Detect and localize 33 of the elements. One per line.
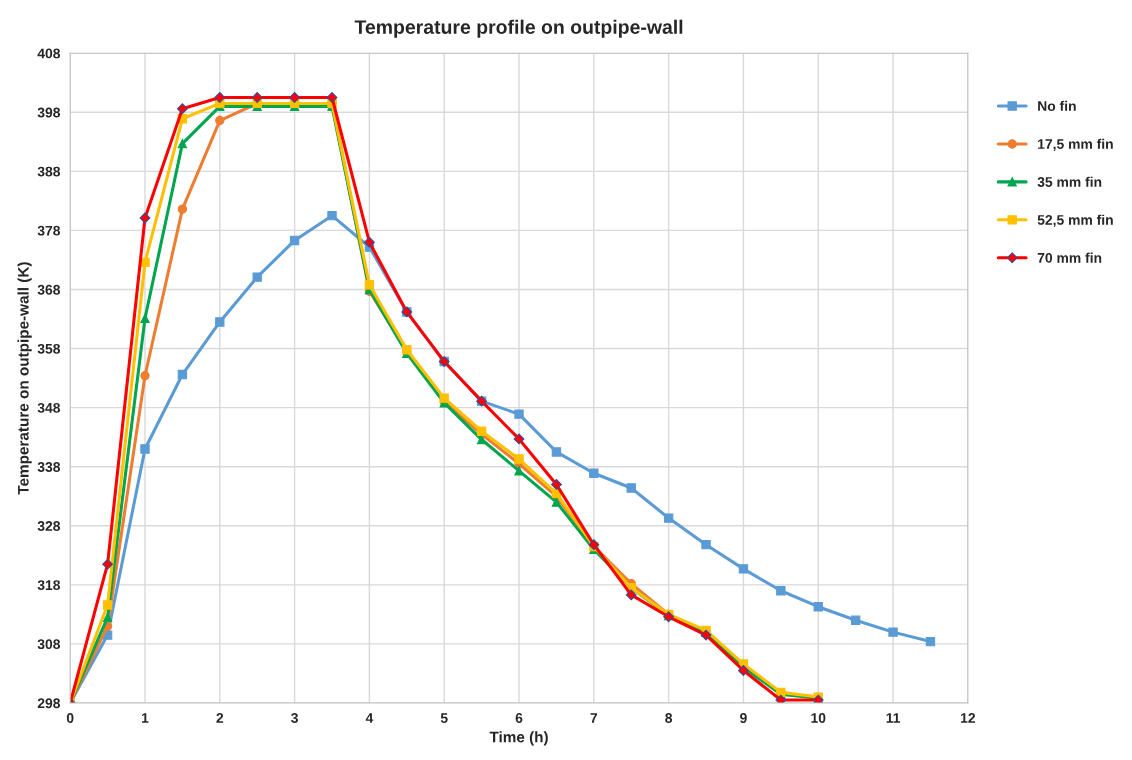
x-tick-label: 4 [365,713,374,723]
y-tick-label: 308 [37,639,61,650]
x-tick-label: 7 [590,713,598,723]
x-tick-label: 10 [811,713,826,723]
y-tick-label: 398 [37,107,61,118]
y-axis-title: Temperature on outpipe-wall (K) [17,262,32,495]
x-tick-label: 12 [961,713,976,723]
y-tick-label: 298 [37,698,61,709]
x-tick-label: 5 [440,713,448,723]
x-tick-label: 1 [142,713,149,723]
y-tick-label: 408 [37,48,61,59]
y-tick-label: 338 [37,462,61,472]
x-tick-label: 11 [886,713,901,723]
legend-label: No fin [1038,100,1076,111]
y-tick-label: 368 [37,284,61,295]
legend-label: 52,5 mm fin [1037,214,1113,227]
legend-label: 70 mm fin [1037,252,1102,263]
x-tick-label: 2 [216,713,224,723]
y-tick-label: 318 [37,580,61,591]
x-tick-label: 8 [665,713,673,723]
x-tick-label: 0 [66,713,74,723]
x-axis-title: Time (h) [489,731,548,746]
y-tick-label: 358 [37,343,61,354]
x-tick-label: 9 [740,713,747,723]
y-tick-label: 328 [37,521,61,531]
y-tick-label: 388 [37,166,61,177]
y-tick-label: 348 [37,402,61,413]
legend-label: 17,5 mm fin [1038,138,1113,151]
x-tick-label: 6 [515,713,523,723]
x-tick-label: 3 [291,713,298,723]
chart-title: Temperature profile on outpipe-wall [354,19,683,38]
y-tick-label: 378 [37,225,61,236]
legend-label: 35 mm fin [1037,176,1102,187]
